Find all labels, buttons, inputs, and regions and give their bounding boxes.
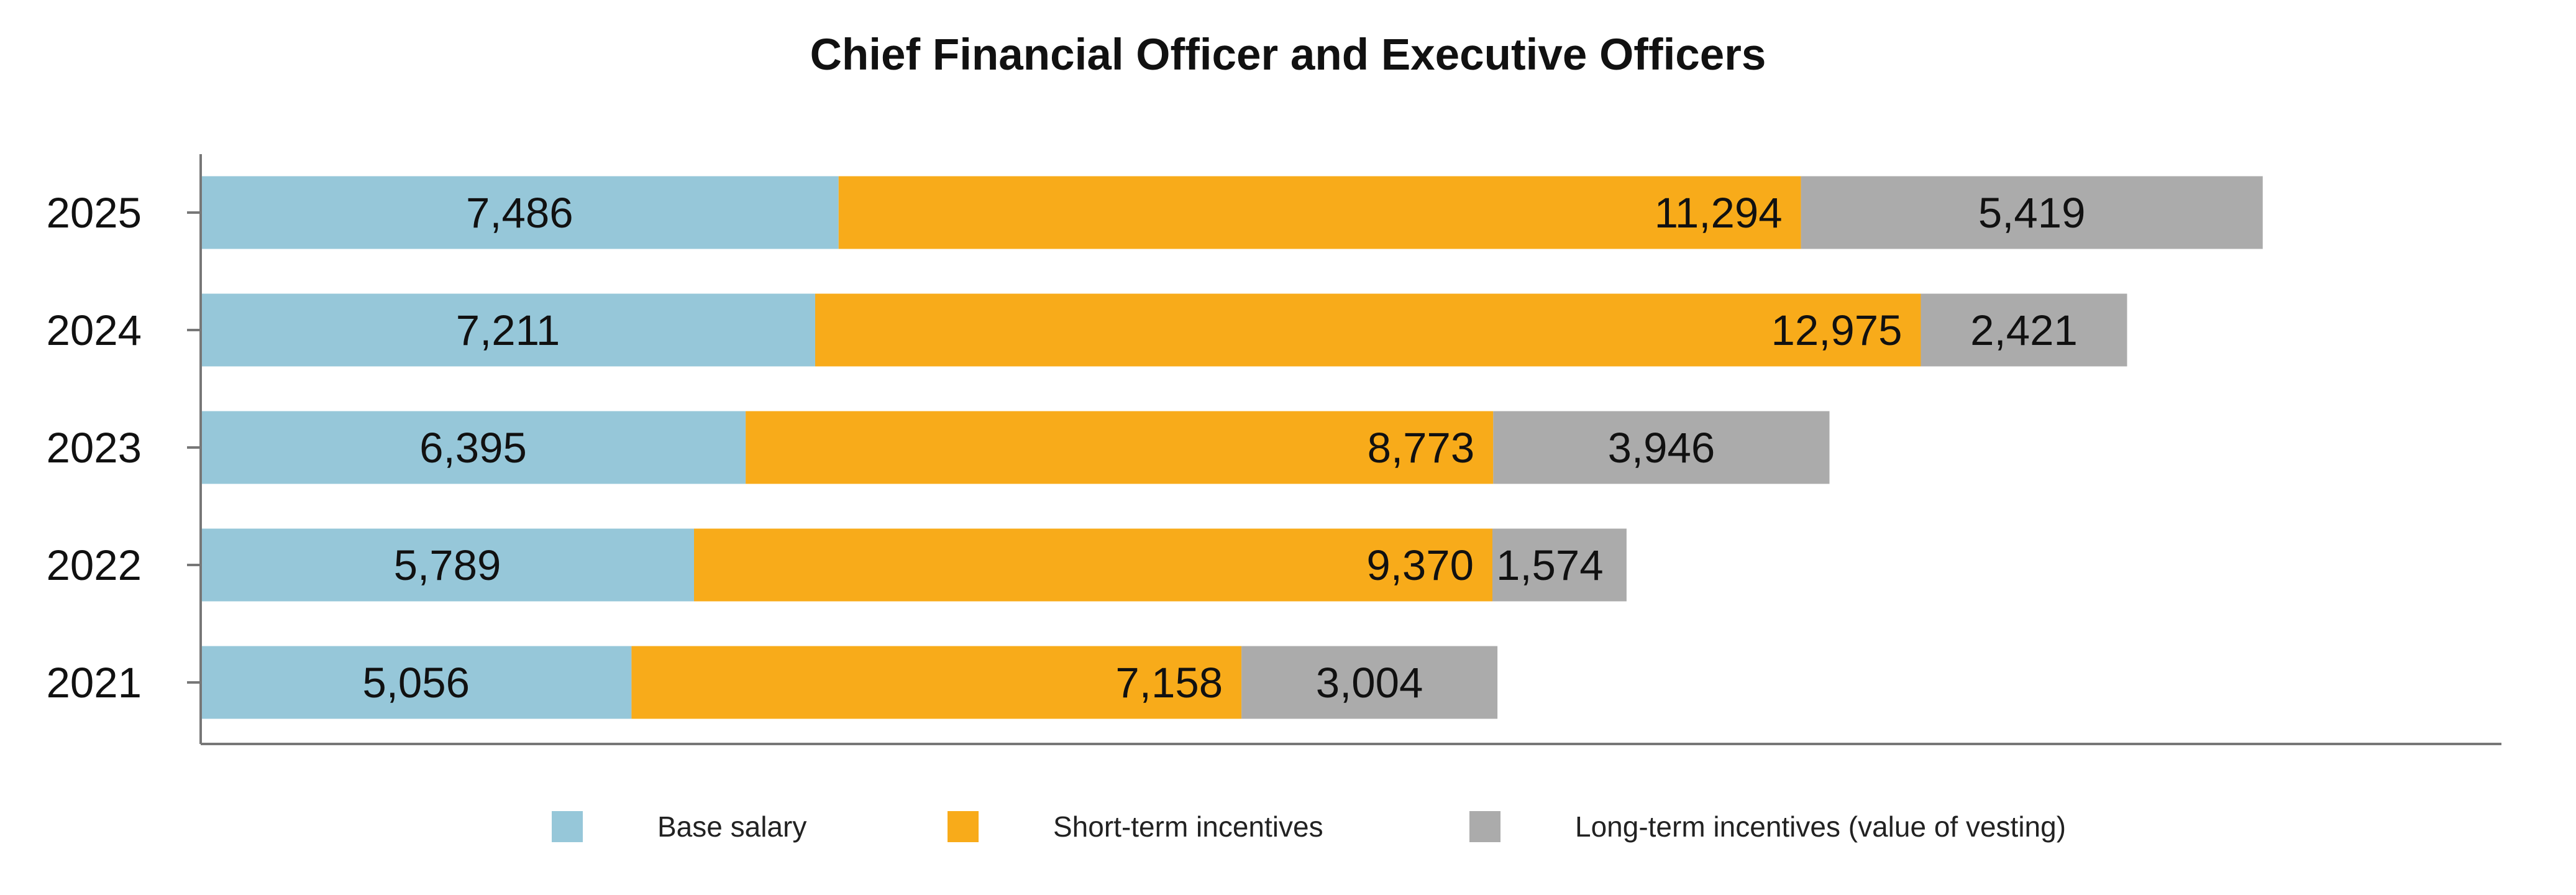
data-label-2021-series-2: 3,004 bbox=[1316, 659, 1423, 707]
bar-2021-series-1 bbox=[631, 646, 1242, 719]
bar-2024-series-2 bbox=[1921, 293, 2127, 367]
bar-2025-series-2 bbox=[1801, 176, 2263, 249]
bar-2025-series-0 bbox=[201, 176, 839, 249]
bar-2021-series-2 bbox=[1241, 646, 1498, 719]
data-label-2024-series-1: 12,975 bbox=[1771, 306, 1902, 354]
bars-layer bbox=[201, 176, 2263, 719]
data-label-2025-series-0: 7,486 bbox=[466, 189, 573, 237]
data-label-2022-series-1: 9,370 bbox=[1366, 541, 1474, 589]
legend-swatch bbox=[552, 811, 583, 842]
legend-label: Short-term incentives bbox=[1053, 810, 1323, 843]
bar-2022-series-2 bbox=[1492, 528, 1627, 602]
y-tick-label-2021: 2021 bbox=[47, 659, 142, 707]
data-label-2025-series-1: 11,294 bbox=[1655, 189, 1783, 237]
data-label-2022-series-0: 5,789 bbox=[394, 541, 501, 589]
data-label-2021-series-1: 7,158 bbox=[1115, 659, 1223, 707]
data-label-2021-series-0: 5,056 bbox=[362, 659, 470, 707]
legend-item-1: Short-term incentives bbox=[948, 808, 1323, 845]
data-label-2025-series-2: 5,419 bbox=[1978, 189, 2086, 237]
bar-2022-series-0 bbox=[201, 528, 694, 602]
data-label-2024-series-2: 2,421 bbox=[1970, 306, 2078, 354]
legend-item-2: Long-term incentives (value of vesting) bbox=[1469, 808, 2066, 845]
data-label-2023-series-2: 3,946 bbox=[1608, 424, 1715, 472]
legend-label: Base salary bbox=[657, 810, 807, 843]
y-axis-tick-labels: 2025 2024 2023 2022 2021 bbox=[47, 189, 142, 707]
data-label-2022-series-2: 1,574 bbox=[1496, 541, 1604, 589]
y-tick-label-2025: 2025 bbox=[47, 189, 142, 237]
y-tick-label-2022: 2022 bbox=[47, 541, 142, 589]
legend-swatch bbox=[948, 811, 979, 842]
bar-2024-series-1 bbox=[815, 293, 1921, 367]
data-label-2023-series-1: 8,773 bbox=[1368, 424, 1475, 472]
bar-2021-series-0 bbox=[201, 646, 632, 719]
y-tick-label-2023: 2023 bbox=[47, 424, 142, 472]
bar-2024-series-0 bbox=[201, 293, 815, 367]
y-tick-label-2024: 2024 bbox=[47, 306, 142, 354]
data-label-2023-series-0: 6,395 bbox=[419, 424, 527, 472]
data-label-2024-series-0: 7,211 bbox=[456, 306, 560, 354]
chart-title: Chief Financial Officer and Executive Of… bbox=[810, 30, 1766, 80]
bar-2022-series-1 bbox=[694, 528, 1493, 602]
legend-item-0: Base salary bbox=[552, 808, 806, 845]
legend: Base salary Short-term incentives Long-ter… bbox=[0, 808, 2576, 845]
bar-2025-series-1 bbox=[838, 176, 1801, 249]
legend-swatch bbox=[1469, 811, 1500, 842]
bar-2023-series-2 bbox=[1493, 411, 1830, 484]
y-axis-ticks bbox=[187, 211, 201, 684]
labels-layer: 7,486 11,294 5,419 7,211 12,975 2,421 6,395 8,7… bbox=[362, 189, 2085, 707]
legend-label: Long-term incentives (value of vesting) bbox=[1575, 810, 2067, 843]
bar-2023-series-0 bbox=[201, 411, 746, 484]
bar-2023-series-1 bbox=[746, 411, 1494, 484]
